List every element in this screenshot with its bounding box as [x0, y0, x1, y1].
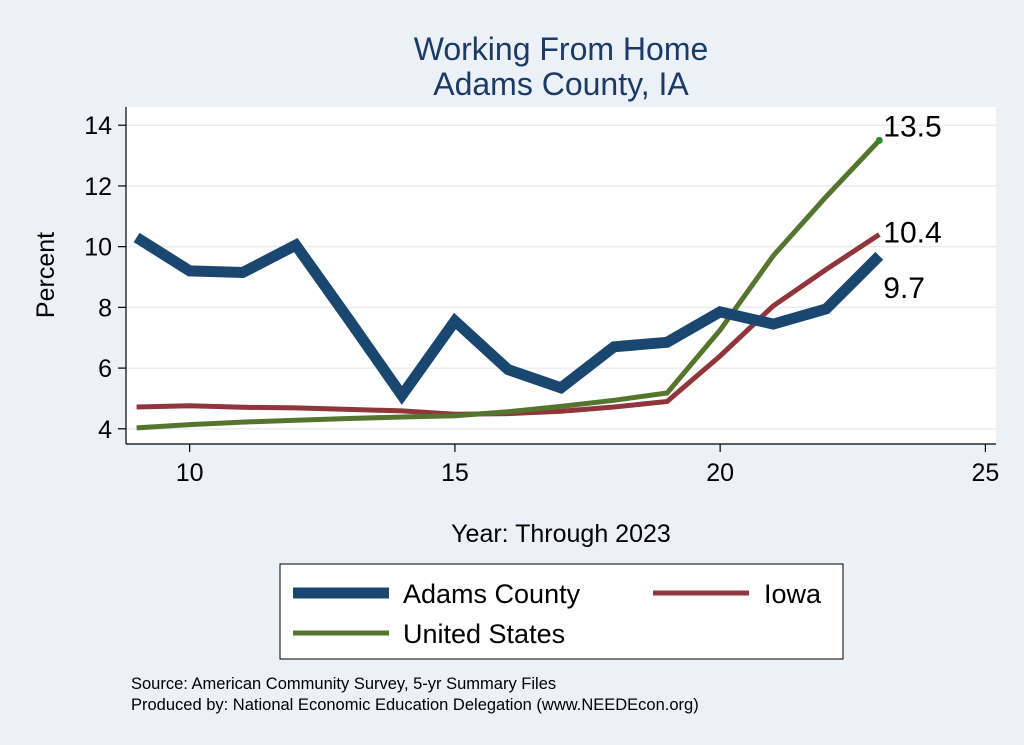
legend-label-adams-county: Adams County: [403, 579, 581, 609]
produced-by-note: Produced by: National Economic Education…: [131, 696, 699, 714]
end-label-united-states: 13.5: [883, 110, 941, 143]
source-note: Source: American Community Survey, 5-yr …: [131, 675, 556, 693]
legend-label-united-states: United States: [403, 619, 565, 649]
chart-subtitle: Adams County, IA: [433, 66, 689, 102]
y-axis-title: Percent: [32, 232, 60, 318]
chart-title: Working From Home: [414, 31, 709, 67]
end-label-adams-county: 9.7: [883, 272, 925, 305]
series-group: [133, 136, 884, 431]
y-tick-label-4: 4: [98, 416, 112, 444]
x-tick-label-15: 15: [441, 459, 469, 487]
y-tick-label-6: 6: [98, 355, 112, 383]
legend-label-iowa: Iowa: [764, 579, 822, 609]
end-label-iowa: 10.4: [883, 217, 941, 250]
x-tick-label-25: 25: [971, 459, 999, 487]
y-tick-label-12: 12: [84, 173, 112, 201]
legend: Adams County Iowa United States: [279, 563, 844, 660]
gridlines: [126, 124, 996, 430]
series-line-adams-county: [133, 232, 884, 405]
axes: 4 6 8 10 12 14 10 15 20 25: [84, 107, 999, 487]
y-tick-label-14: 14: [84, 112, 112, 140]
x-axis-title: Year: Through 2023: [451, 520, 671, 548]
y-tick-label-8: 8: [98, 294, 112, 322]
series-line-united-states: [136, 138, 882, 431]
legend-box: [279, 563, 844, 660]
x-tick-label-10: 10: [176, 459, 204, 487]
end-labels: 13.5 10.4 9.7: [883, 110, 941, 304]
end-marker-united-states: [875, 136, 883, 144]
y-tick-label-10: 10: [84, 234, 112, 262]
x-tick-label-20: 20: [706, 459, 734, 487]
